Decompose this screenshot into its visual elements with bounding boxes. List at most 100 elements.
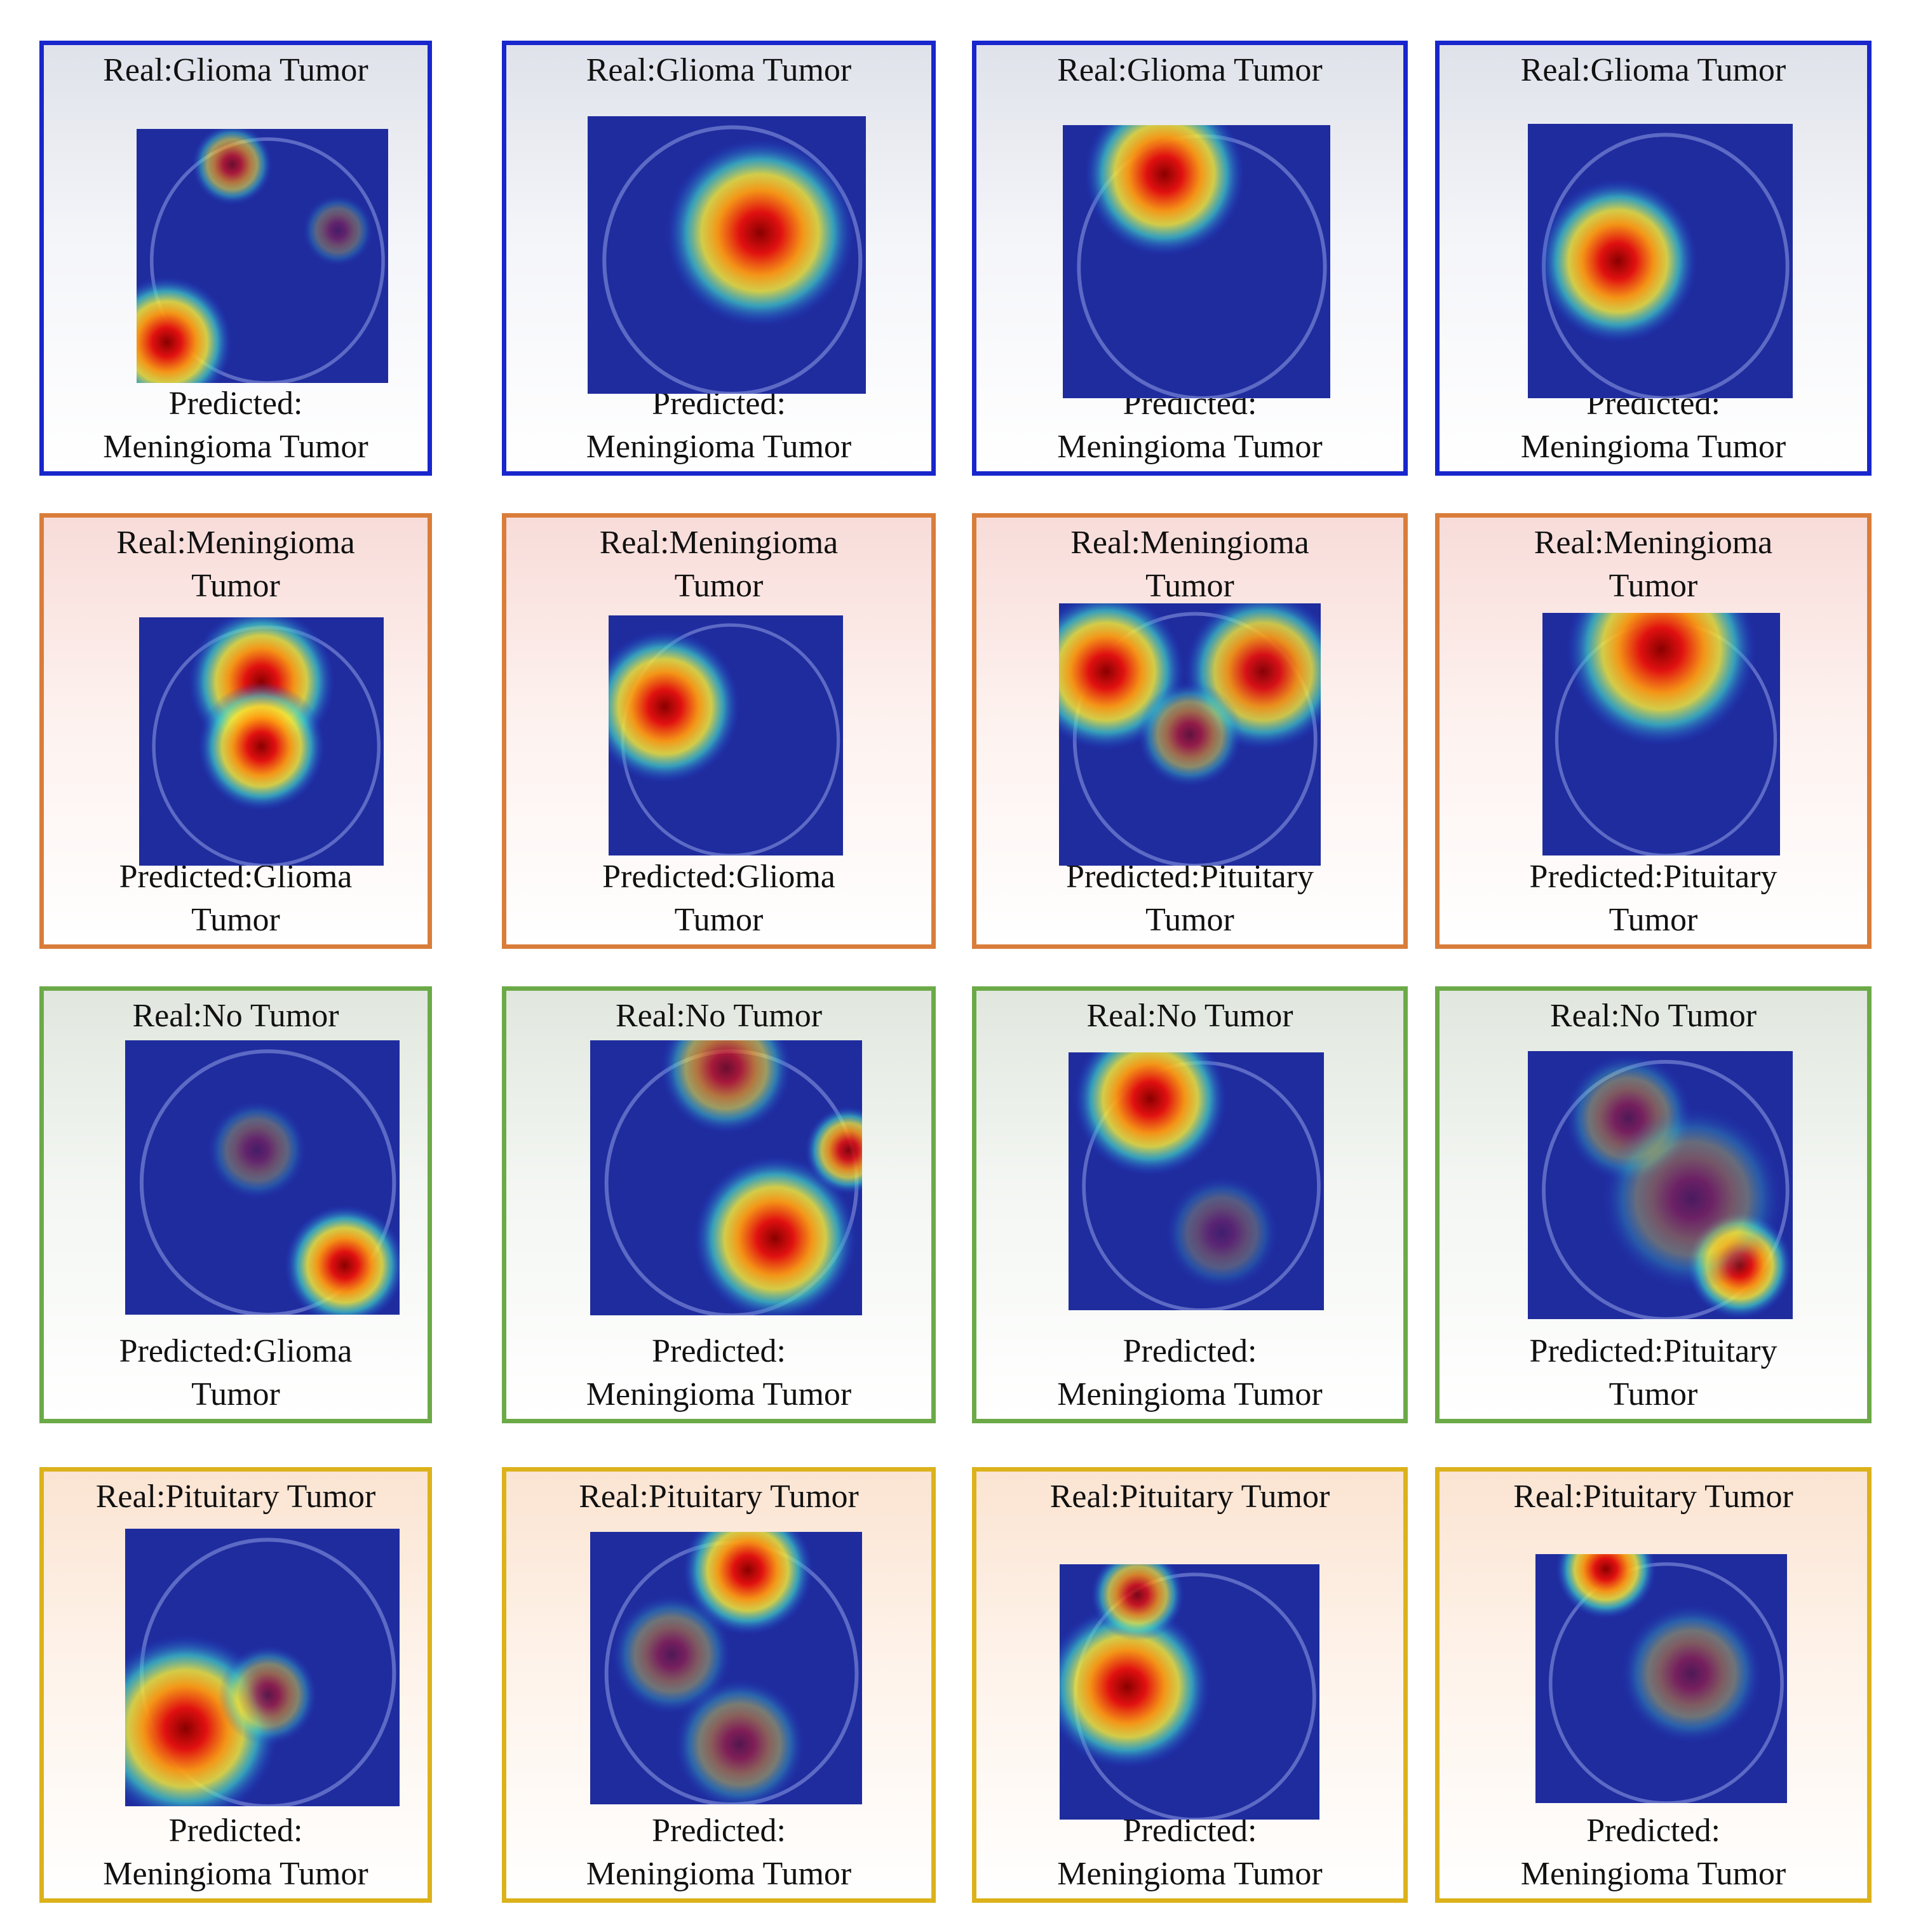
heatmap-svg (1059, 603, 1321, 866)
real-label-line: Real:Pituitary Tumor (1513, 1479, 1793, 1515)
gradcam-heatmap-image (1069, 1052, 1324, 1310)
skull-outline (139, 1049, 396, 1315)
activation-hotspot (674, 1679, 806, 1804)
result-panel: Real:Pituitary Tumor Predicted: Meningioma… (972, 1467, 1408, 1903)
gradcam-heatmap-image (1528, 124, 1793, 398)
real-label: Real:Pituitary Tumor (506, 1475, 931, 1519)
gradcam-heatmap-image (590, 1532, 862, 1804)
activation-hotspot (805, 1106, 862, 1195)
real-label-line: Real:No Tumor (1549, 998, 1757, 1034)
predicted-label-line: Meningioma Tumor (103, 429, 368, 465)
predicted-label-line: Meningioma Tumor (103, 1856, 368, 1892)
real-label-line: Real:Glioma Tumor (1057, 52, 1323, 88)
predicted-label-line: Tumor (1145, 902, 1234, 938)
real-label: Real:Pituitary Tumor (976, 1475, 1403, 1519)
predicted-label-line: Tumor (1609, 902, 1698, 938)
activation-hotspot (302, 195, 374, 266)
real-label-line: Real:Meningioma (1070, 525, 1309, 561)
predicted-label-line: Tumor (1609, 1376, 1698, 1412)
real-label: Real:Meningioma Tumor (976, 521, 1403, 608)
predicted-label: Predicted:Glioma Tumor (44, 855, 428, 942)
heatmap-svg (590, 1532, 862, 1804)
real-label: Real:No Tumor (976, 995, 1403, 1038)
real-label: Real:No Tumor (1440, 995, 1867, 1038)
heatmap-svg (1542, 613, 1780, 855)
skull-outline (602, 125, 863, 394)
skull-outline (1542, 1059, 1790, 1319)
activation-hotspot (1538, 178, 1697, 344)
predicted-label: Predicted: Meningioma Tumor (44, 1809, 428, 1896)
predicted-label: Predicted: Meningioma Tumor (1440, 1809, 1867, 1896)
predicted-label-line: Predicted: (652, 1813, 786, 1849)
result-panel: Real:Meningioma Tumor Predicted:Pituitary T… (972, 513, 1408, 949)
real-label: Real:Pituitary Tumor (44, 1475, 428, 1519)
heatmap-svg (1528, 1051, 1793, 1319)
activation-hotspot (1060, 1605, 1211, 1769)
predicted-label-line: Meningioma Tumor (1520, 429, 1786, 465)
predicted-label-line: Tumor (191, 1376, 280, 1412)
heatmap-svg (1069, 1052, 1324, 1310)
gradcam-heatmap-image (1528, 1051, 1793, 1319)
predicted-label-line: Tumor (191, 902, 280, 938)
real-label: Real:Glioma Tumor (1440, 49, 1867, 92)
heatmap-svg (1535, 1554, 1787, 1803)
real-label: Real:No Tumor (44, 995, 428, 1038)
real-label: Real:Meningioma Tumor (44, 521, 428, 608)
activation-hotspot (1137, 681, 1243, 788)
activation-hotspot (1602, 1107, 1783, 1290)
gradcam-heatmap-image (139, 617, 384, 866)
heatmap-svg (1528, 124, 1793, 398)
activation-hotspot (665, 138, 855, 328)
skull-outline (1549, 1562, 1784, 1803)
heatmap-svg (588, 116, 866, 394)
predicted-label: Predicted:Glioma Tumor (44, 1330, 428, 1416)
activation-hotspot (661, 1040, 792, 1134)
real-label-line: Tumor (1145, 568, 1234, 604)
activation-hotspot (1555, 1554, 1657, 1619)
activation-hotspot (192, 129, 273, 205)
real-label-line: Real:Pituitary Tumor (95, 1479, 376, 1515)
predicted-label-line: Predicted:Pituitary (1529, 1333, 1777, 1369)
predicted-label-line: Meningioma Tumor (1057, 1376, 1323, 1412)
predicted-label: Predicted:Pituitary Tumor (976, 855, 1403, 942)
real-label: Real:Glioma Tumor (506, 49, 931, 92)
heatmap-svg (137, 129, 388, 383)
predicted-label-line: Predicted:Glioma (602, 859, 835, 895)
predicted-label: Predicted:Glioma Tumor (506, 855, 931, 942)
result-panel: Real:Meningioma Tumor Predicted:Pituitary T… (1435, 513, 1872, 949)
result-panel: Real:No Tumor Predicted:Glioma Tumor (39, 986, 432, 1423)
gradcam-heatmap-image (1535, 1554, 1787, 1803)
activation-hotspot (612, 1594, 732, 1715)
real-label-line: Real:Pituitary Tumor (579, 1479, 859, 1515)
result-panel: Real:Glioma Tumor Predicted: Meningioma Tu… (1435, 41, 1872, 476)
heatmap-svg (139, 617, 384, 866)
predicted-label-line: Predicted:Glioma (119, 1333, 353, 1369)
predicted-label-line: Meningioma Tumor (586, 1376, 852, 1412)
activation-hotspot (1074, 1052, 1227, 1176)
heatmap-svg (125, 1040, 400, 1315)
predicted-label-line: Meningioma Tumor (1057, 429, 1323, 465)
predicted-label: Predicted: Meningioma Tumor (506, 1809, 931, 1896)
gradcam-heatmap-image (1060, 1564, 1319, 1820)
real-label-line: Tumor (674, 568, 764, 604)
activation-hotspot (1165, 1176, 1278, 1290)
predicted-label-line: Tumor (674, 902, 764, 938)
activation-hotspot (207, 1101, 307, 1200)
predicted-label: Predicted: Meningioma Tumor (976, 1809, 1403, 1896)
predicted-label-line: Meningioma Tumor (1520, 1856, 1786, 1892)
predicted-label-line: Predicted: (168, 386, 303, 422)
real-label: Real:Meningioma Tumor (1440, 521, 1867, 608)
activation-hotspot (218, 1645, 318, 1745)
activation-hotspot (693, 1155, 857, 1315)
real-label-line: Real:No Tumor (615, 998, 823, 1034)
predicted-label: Predicted: Meningioma Tumor (976, 1330, 1403, 1416)
predicted-label-line: Meningioma Tumor (586, 1856, 852, 1892)
activation-hotspot (137, 276, 233, 383)
predicted-label-line: Predicted:Pituitary (1529, 859, 1777, 895)
result-panel: Real:Pituitary Tumor Predicted: Meningioma… (502, 1467, 936, 1903)
predicted-label: Predicted: Meningioma Tumor (44, 382, 428, 469)
predicted-label-line: Meningioma Tumor (586, 429, 852, 465)
result-panel: Real:No Tumor Predicted: Meningioma Tumor (502, 986, 936, 1423)
real-label-line: Real:Glioma Tumor (103, 52, 368, 88)
